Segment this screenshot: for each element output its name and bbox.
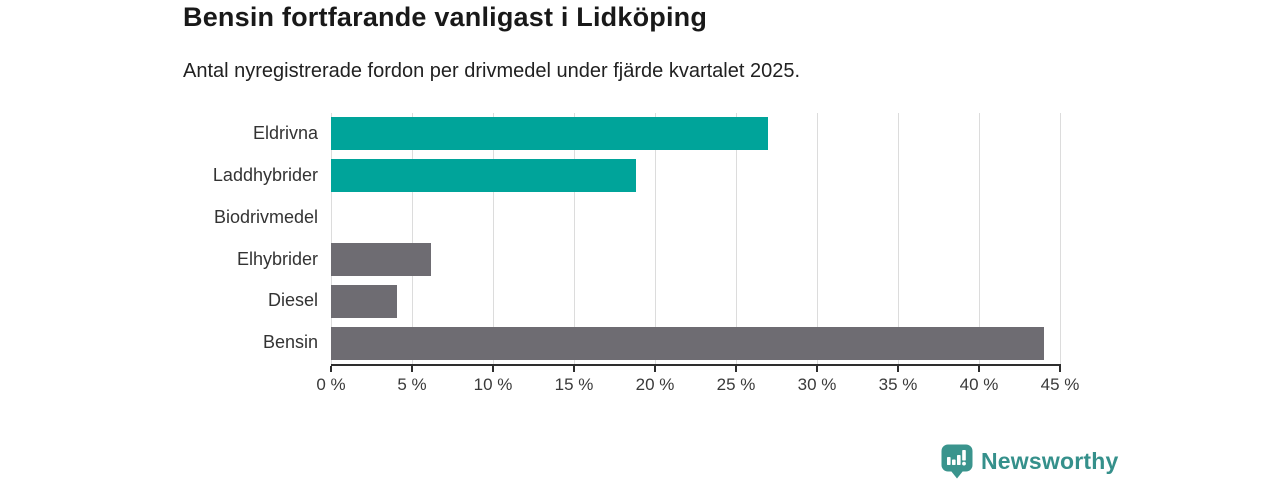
x-axis-line [331,364,1061,366]
newsworthy-logo: Newsworthy [941,444,1118,479]
gridline-10 [493,113,494,364]
x-tick-label-5: 5 % [397,375,427,394]
gridline-25 [736,113,737,364]
category-label-laddhybrider: Laddhybrider [212,164,318,185]
bar-laddhybrider [331,159,636,193]
plot-area [331,113,1061,364]
gridline-15 [574,113,575,364]
category-label-diesel: Diesel [267,290,318,311]
bar-eldrivna [331,117,769,151]
bar-bensin [331,326,1044,360]
x-tick-label-40: 40 % [959,375,999,394]
gridline-40 [979,113,980,364]
x-tick-0 [330,366,332,372]
x-tick-15 [573,366,575,372]
x-tick-5 [411,366,413,372]
gridline-20 [655,113,656,364]
x-tick-label-25: 25 % [716,375,756,394]
x-tick-label-0: 0 % [316,375,346,394]
category-label-biodrivmedel: Biodrivmedel [213,206,318,227]
bar-elhybrider [331,242,432,276]
x-tick-label-45: 45 % [1040,375,1080,394]
gridline-45 [1060,113,1061,364]
x-tick-30 [816,366,818,372]
gridline-0 [331,113,332,364]
bar-diesel [331,284,398,318]
newsworthy-wordmark: Newsworthy [981,448,1119,474]
x-tick-25 [735,366,737,372]
gridline-5 [412,113,413,364]
x-tick-label-20: 20 % [635,375,675,394]
chart-subtitle: Antal nyregistrerade fordon per drivmede… [183,60,801,82]
x-tick-45 [1059,366,1061,372]
x-tick-10 [492,366,494,372]
category-label-bensin: Bensin [262,332,318,353]
x-tick-20 [654,366,656,372]
x-tick-label-10: 10 % [473,375,513,394]
x-tick-label-30: 30 % [797,375,837,394]
gridline-35 [898,113,899,364]
chart-title: Bensin fortfarande vanligast i Lidköping [183,2,708,32]
category-label-elhybrider: Elhybrider [236,248,318,269]
newsworthy-icon [941,444,973,479]
gridline-30 [817,113,818,364]
x-tick-label-35: 35 % [878,375,918,394]
category-label-eldrivna: Eldrivna [252,123,318,143]
x-tick-label-15: 15 % [554,375,594,394]
x-tick-35 [897,366,899,372]
x-tick-40 [978,366,980,372]
